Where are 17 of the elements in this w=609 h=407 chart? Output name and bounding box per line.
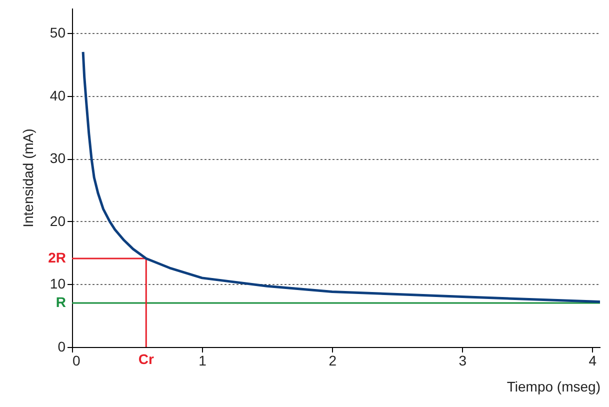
line-series <box>82 50 600 304</box>
x-tick-label: 4 <box>588 352 597 368</box>
ref-line-label: 2R <box>48 249 66 266</box>
ref-line-label: R <box>56 294 66 310</box>
x-tick-label: 1 <box>198 352 207 368</box>
x-tick-label: 3 <box>458 352 467 368</box>
y-axis-title: Intensidad (mA) <box>20 128 36 228</box>
y-tick-label: 0 <box>58 338 66 354</box>
ref-line-label: Cr <box>138 351 154 367</box>
x-tick-label: 2 <box>328 352 337 368</box>
y-tick-label: 50 <box>50 24 66 41</box>
y-tick-label: 30 <box>50 150 66 166</box>
y-tick-label: 20 <box>50 212 66 229</box>
x-tick-label: 0 <box>72 352 80 368</box>
x-axis-title: Tiempo (mseg) <box>506 378 600 394</box>
y-tick-label: 10 <box>50 276 66 292</box>
y-tick-label: 40 <box>50 87 66 104</box>
